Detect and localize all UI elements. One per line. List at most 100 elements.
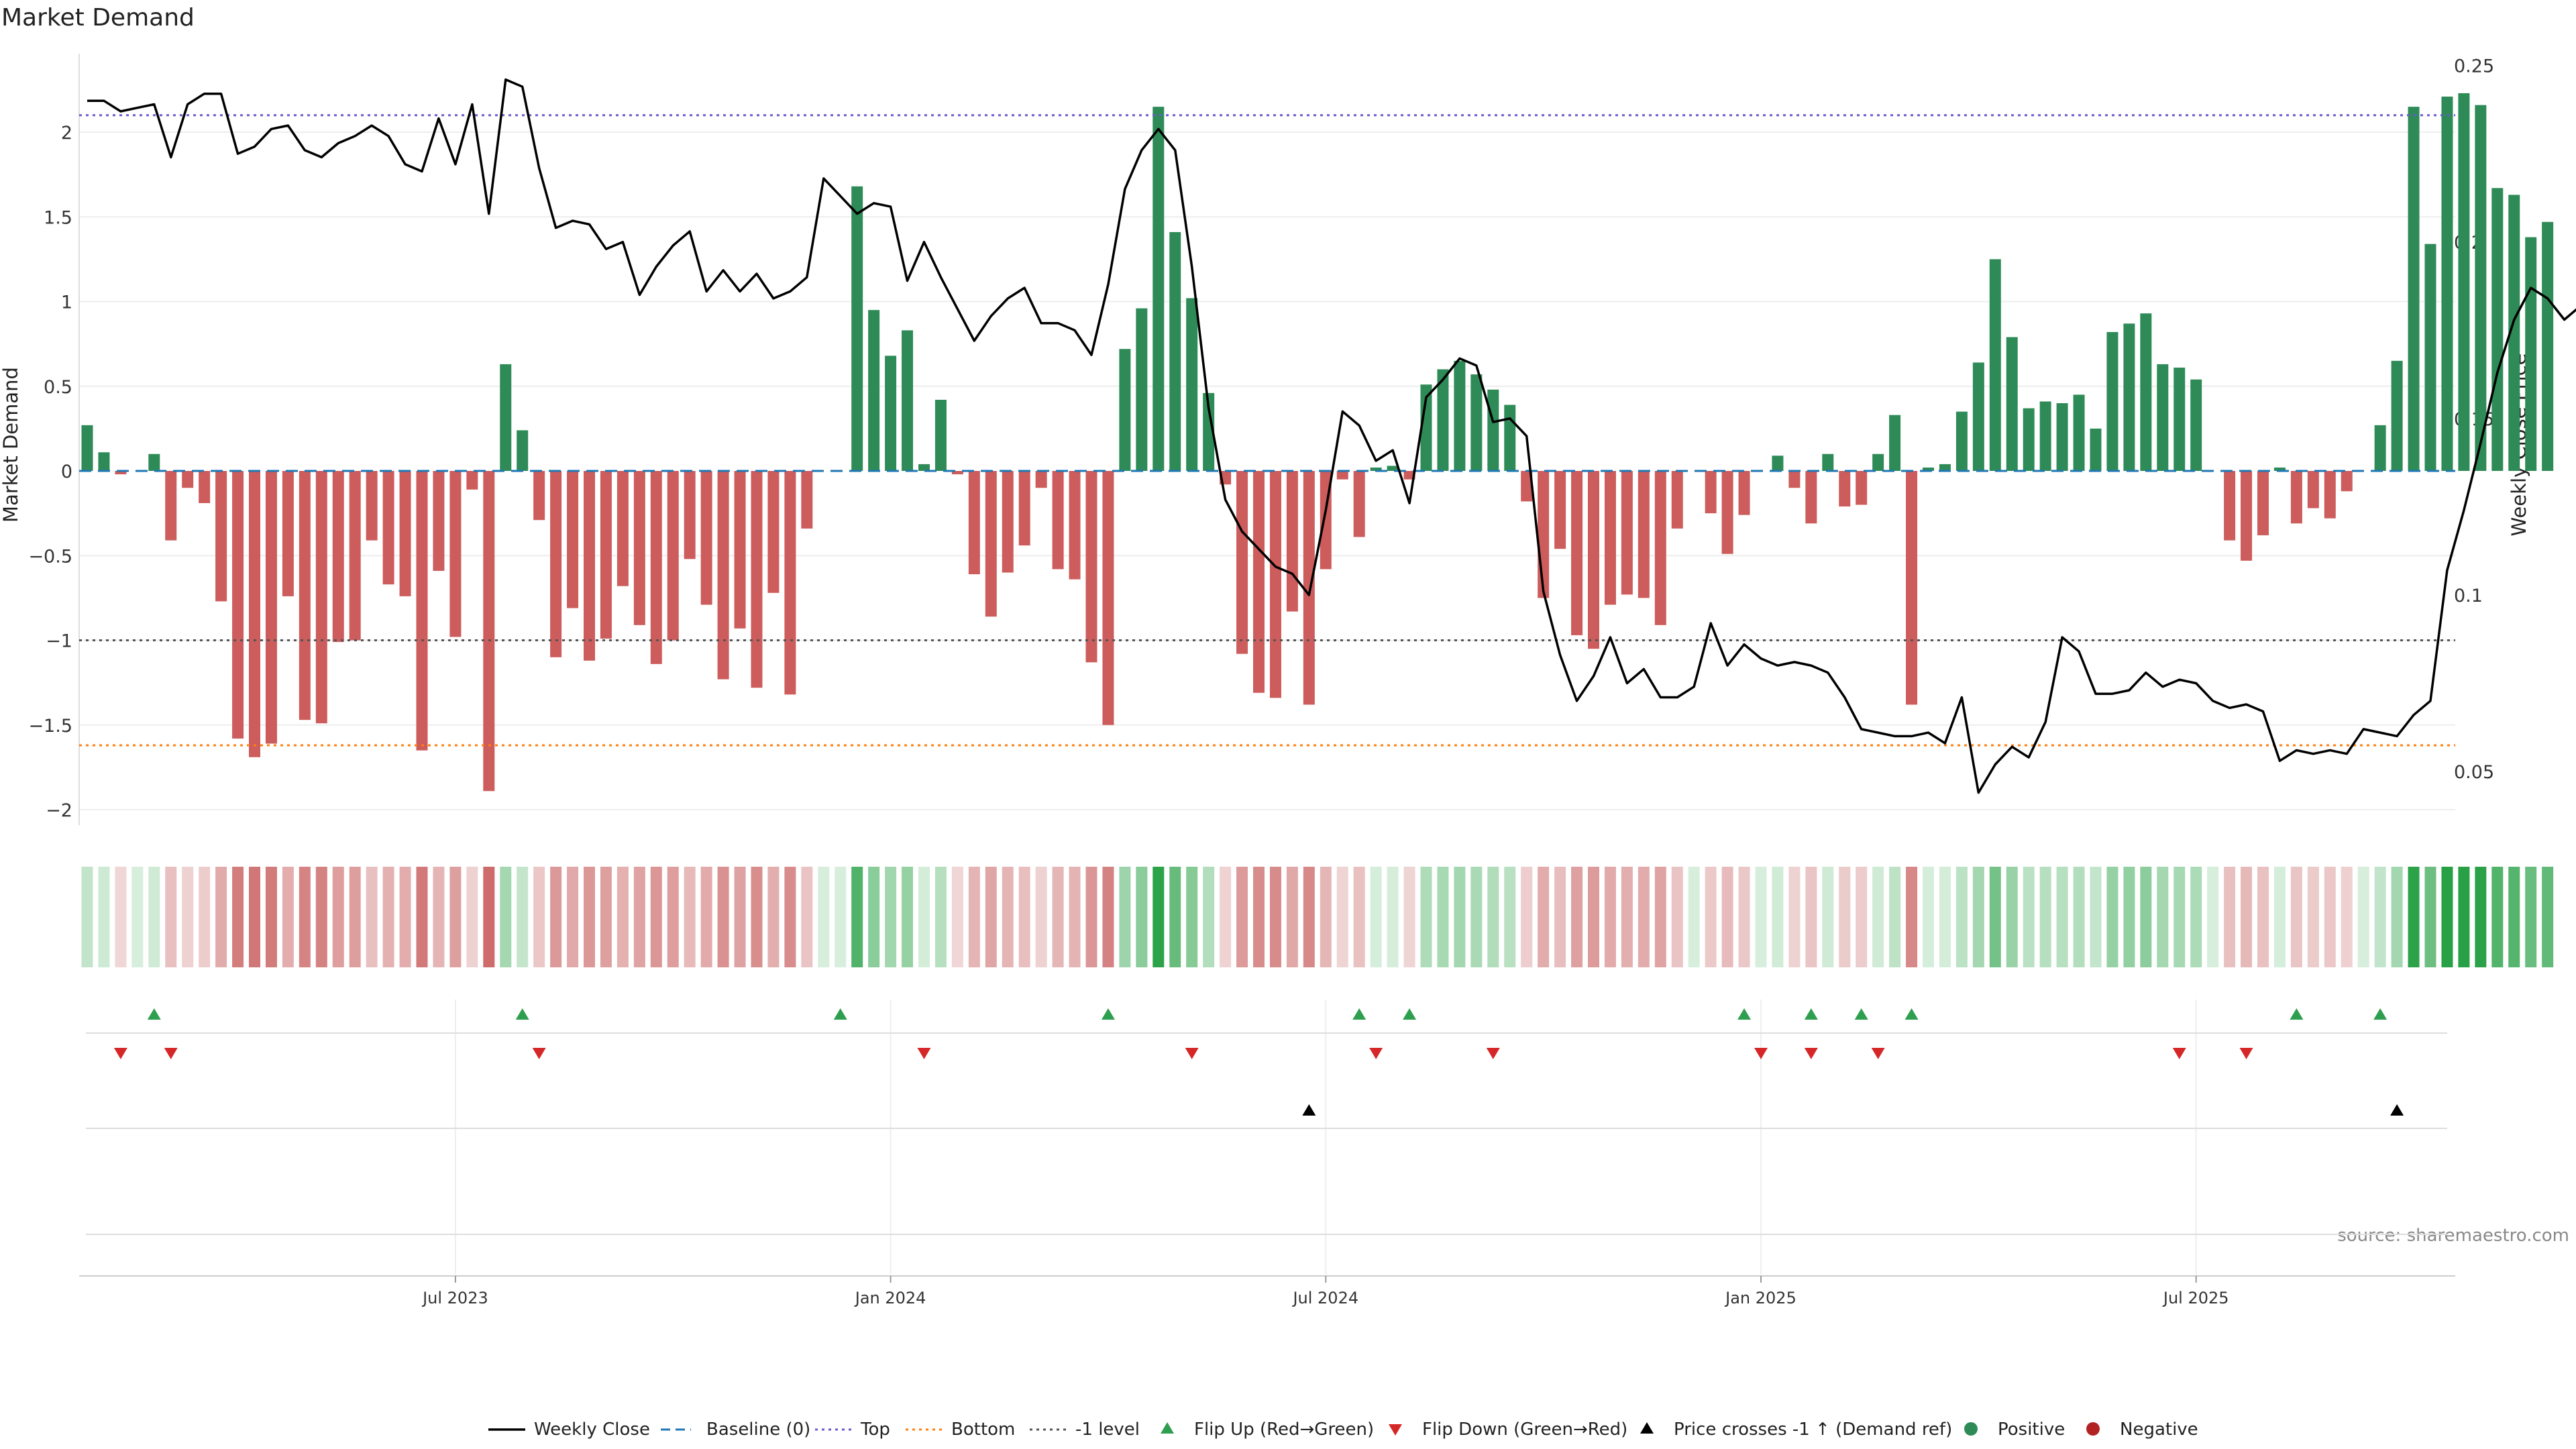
demand-bar (1169, 231, 1181, 471)
legend-swatch (2086, 1422, 2100, 1436)
heat-cell (2273, 867, 2286, 967)
demand-bar (1972, 362, 1984, 471)
heat-cell (416, 867, 428, 967)
heat-cell (2190, 867, 2202, 967)
demand-bar (1454, 360, 1466, 471)
demand-bar (1955, 411, 1968, 471)
heat-cell (2140, 867, 2152, 967)
demand-bar (98, 452, 110, 471)
legend-label: Top (860, 1419, 890, 1440)
x-tick-label: Jul 2025 (2162, 1289, 2229, 1307)
heat-cell (885, 867, 897, 967)
heat-cell (1688, 867, 1700, 967)
demand-bar (1035, 471, 1047, 488)
heat-cell (1186, 867, 1198, 967)
heat-cell (2458, 867, 2470, 967)
heat-cell (98, 867, 110, 967)
heat-cell (2307, 867, 2319, 967)
heat-cell (700, 867, 712, 967)
heat-cell (1286, 867, 1298, 967)
demand-bar (416, 471, 428, 751)
heat-cell (1889, 867, 1901, 967)
demand-bar (1721, 471, 1733, 554)
demand-bar (1136, 308, 1148, 471)
demand-bar (567, 471, 579, 608)
demand-bar (2290, 471, 2302, 524)
heat-cell (1085, 867, 1097, 967)
legend-label: Flip Down (Green→Red) (1422, 1419, 1627, 1440)
demand-bar (1939, 464, 1951, 471)
heat-cell (633, 867, 645, 967)
demand-bar (1705, 471, 1717, 514)
heat-cell (2257, 867, 2269, 967)
heat-cell (249, 867, 260, 967)
y2-tick-label: 0.05 (2454, 762, 2494, 783)
source-note: source: sharemaestro.com (2337, 1226, 2569, 1246)
demand-bar (684, 471, 696, 559)
demand-bar (1119, 349, 1131, 471)
demand-bar (1085, 471, 1097, 663)
demand-bar (1671, 471, 1683, 529)
demand-bar (1102, 471, 1114, 725)
heat-cell (584, 867, 595, 967)
y-tick-label: 2 (61, 123, 72, 144)
demand-bar (1588, 471, 1599, 649)
demand-bar (1839, 471, 1851, 507)
heat-cell (902, 867, 914, 967)
demand-bar (299, 471, 311, 720)
event-rows (86, 1008, 2447, 1235)
heat-cell (1353, 867, 1365, 967)
weekly-close-line (87, 78, 2576, 794)
heat-cell (2174, 867, 2186, 967)
demand-bar (902, 330, 914, 471)
x-gridlines (454, 1000, 2197, 1275)
flip-up-marker (2373, 1008, 2387, 1020)
heat-cell (684, 867, 696, 967)
demand-bar (349, 471, 361, 641)
heat-cell (199, 867, 211, 967)
heat-cell (968, 867, 980, 967)
heat-cell (1822, 867, 1834, 967)
heat-cell (1169, 867, 1181, 967)
heat-cell (1923, 867, 1934, 967)
demand-bar (2123, 323, 2135, 471)
demand-bar (801, 471, 813, 529)
heat-cell (382, 867, 394, 967)
demand-bar (315, 471, 327, 724)
heat-cell (2391, 867, 2403, 967)
demand-bar (1018, 471, 1030, 546)
demand-bar (2408, 107, 2420, 471)
demand-bar (165, 471, 177, 541)
heat-cell (1621, 867, 1633, 967)
y-tick-label: 1.5 (44, 207, 72, 228)
heat-cell (1487, 867, 1499, 967)
demand-bar (1654, 471, 1666, 625)
demand-bar (767, 471, 780, 593)
heat-cell (533, 867, 545, 967)
legend-label: -1 level (1075, 1419, 1140, 1440)
demand-bar (2341, 471, 2353, 492)
heat-cell (2290, 867, 2302, 967)
demand-bar (1286, 471, 1298, 612)
demand-bar (700, 471, 712, 605)
heat-cell (985, 867, 997, 967)
heat-cell (784, 867, 796, 967)
heat-cell (1521, 867, 1533, 967)
demand-bar (1069, 471, 1081, 580)
demand-bar (584, 471, 595, 661)
heat-cell (650, 867, 662, 967)
flip-up-marker (1403, 1008, 1417, 1020)
demand-bar (2307, 471, 2319, 508)
heat-cell (232, 867, 244, 967)
heat-cell (299, 867, 311, 967)
demand-bar (784, 471, 796, 695)
demand-bar (1470, 374, 1483, 471)
demand-bar (868, 310, 880, 471)
demand-bar (2190, 379, 2202, 471)
heat-cell (81, 867, 93, 967)
demand-bar (1906, 471, 1918, 705)
heat-cell (483, 867, 495, 967)
heat-cell (1119, 867, 1131, 967)
demand-bar (2424, 244, 2436, 471)
flip-up-marker (1854, 1008, 1868, 1020)
